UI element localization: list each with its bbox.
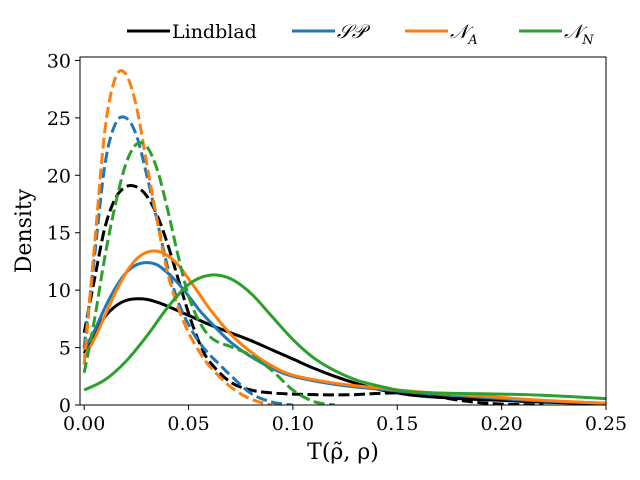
series-line-1 [82,183,544,405]
plot-frame [79,56,607,406]
plot-curves [82,69,606,405]
x-tick-label: 0.00 [63,413,105,435]
y-tick-label: 5 [59,338,71,360]
series-line-0 [82,297,606,405]
series-line-7 [82,141,335,405]
y-tick-label: 15 [47,223,71,245]
y-tick-label: 30 [47,50,71,72]
legend-label-0: Lindblad [172,21,257,43]
legend-label-1: 𝒮𝒫 [337,21,371,43]
y-tick-label: 25 [47,108,71,130]
series-line-5 [82,69,273,405]
x-tick-label: 0.15 [376,413,418,435]
legend-subscript: N [581,33,594,48]
x-tick-label: 0.20 [480,413,522,435]
y-tick-label: 0 [59,395,71,417]
y-axis-title: Density [12,188,37,273]
legend-label-3: 𝒩N [564,21,594,48]
series-line-2 [82,261,606,405]
legend-subscript: A [467,33,477,48]
x-tick-label: 0.05 [167,413,209,435]
series-line-3 [82,115,294,405]
x-tick-label: 0.25 [585,413,627,435]
x-axis-ticks: 0.00 0.05 0.10 0.15 0.20 0.25 [63,405,627,435]
y-axis-ticks: 0 5 10 15 20 25 30 [47,50,80,417]
series-line-6 [83,273,606,401]
legend-label-2: 𝒩A [450,21,478,48]
legend: Lindblad 𝒮𝒫 𝒩A 𝒩N [127,21,594,48]
x-axis-title: T(ρ̃, ρ) [307,440,379,465]
x-tick-label: 0.10 [272,413,314,435]
y-tick-label: 20 [47,165,71,187]
y-tick-label: 10 [47,280,71,302]
